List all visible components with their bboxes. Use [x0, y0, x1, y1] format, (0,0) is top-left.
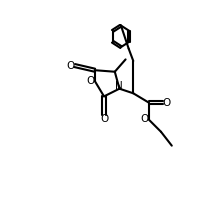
Text: O: O	[100, 114, 108, 124]
Text: O: O	[87, 76, 95, 86]
Text: O: O	[162, 98, 170, 108]
Text: O: O	[141, 114, 149, 124]
Text: N: N	[115, 81, 123, 91]
Text: O: O	[66, 61, 74, 71]
